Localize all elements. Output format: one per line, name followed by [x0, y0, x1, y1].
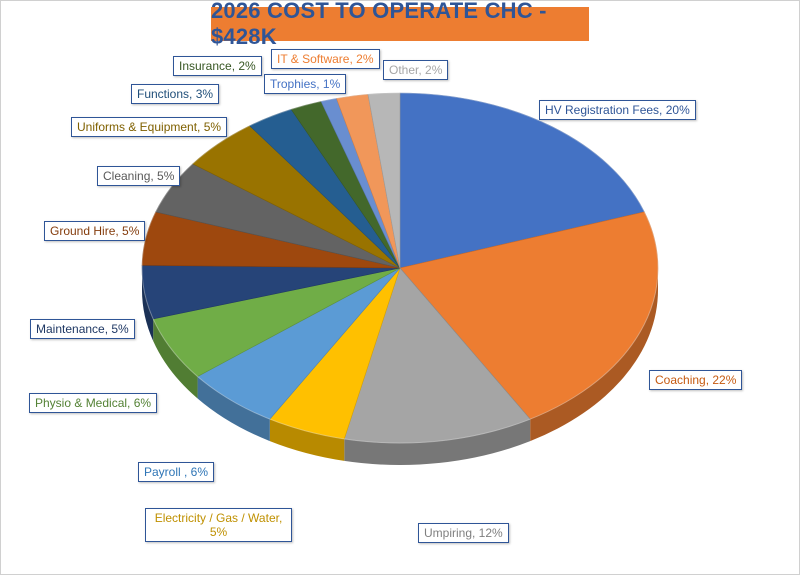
pie-side-umpiring [344, 419, 531, 465]
data-label-text: Uniforms & Equipment, 5% [77, 120, 222, 134]
data-label-hv-registration-fees: HV Registration Fees, 20% [539, 100, 696, 120]
data-label-text: Other, 2% [389, 63, 443, 77]
data-label-insurance: Insurance, 2% [173, 56, 262, 76]
data-label-trophies: Trophies, 1% [264, 74, 347, 94]
pie-slices [141, 92, 659, 444]
data-label-ground-hire: Ground Hire, 5% [44, 221, 146, 241]
data-label-other: Other, 2% [383, 60, 449, 80]
data-label-text: IT & Software, 2% [277, 52, 374, 66]
data-label-physio-medical: Physio & Medical, 6% [29, 393, 158, 413]
pie-side-walls [142, 268, 658, 465]
data-label-text: 5% [209, 525, 228, 539]
pie-slice-umpiring [343, 267, 531, 444]
pie-side-coaching [530, 268, 658, 442]
data-label-text: Insurance, 2% [179, 59, 256, 73]
data-label-text: Maintenance, 5% [36, 322, 129, 336]
data-label-umpiring: Umpiring, 12% [418, 523, 509, 543]
data-label-text: Electricity / Gas / Water, [154, 511, 283, 525]
data-label-text: Payroll , 6% [144, 465, 209, 479]
data-label-text: Umpiring, 12% [424, 526, 503, 540]
pie-side-electricity-gas-water [269, 419, 345, 461]
data-label-functions: Functions, 3% [131, 84, 220, 104]
pie-slice-other [367, 92, 401, 269]
chart-title-box: 2026 COST TO OPERATE CHC - $428K [211, 0, 589, 49]
data-label-text: Trophies, 1% [270, 77, 341, 91]
data-label-electricity-gas-water: Electricity / Gas / Water, 5% [145, 508, 292, 542]
pie-slice-hv-registration-fees [399, 92, 645, 269]
data-label-text: Ground Hire, 5% [50, 224, 140, 238]
data-label-text: HV Registration Fees, 20% [545, 103, 690, 117]
data-label-it-software: IT & Software, 2% [271, 49, 380, 69]
chart-title: 2026 COST TO OPERATE CHC - $428K [211, 0, 547, 49]
data-label-text: Cleaning, 5% [103, 169, 175, 183]
data-label-text: Coaching, 22% [655, 373, 737, 387]
data-label-maintenance: Maintenance, 5% [30, 319, 135, 339]
data-label-payroll: Payroll , 6% [138, 462, 215, 482]
data-label-coaching: Coaching, 22% [649, 370, 743, 390]
pie-side-physio-medical [153, 318, 198, 399]
pie-side-payroll [197, 376, 270, 442]
data-label-uniforms-equipment: Uniforms & Equipment, 5% [71, 117, 228, 137]
data-label-cleaning: Cleaning, 5% [97, 166, 181, 186]
data-label-text: Functions, 3% [137, 87, 214, 101]
pie-slice-coaching [399, 211, 659, 420]
data-label-text: Physio & Medical, 6% [35, 396, 152, 410]
